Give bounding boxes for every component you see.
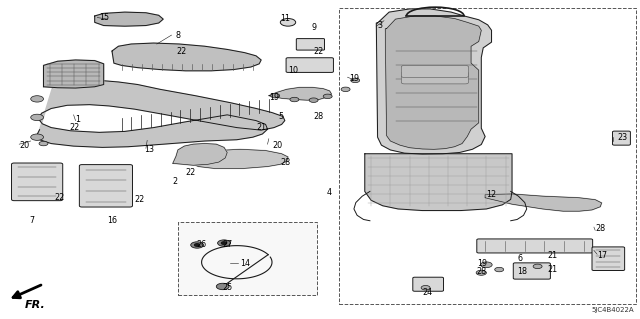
Text: 23: 23 bbox=[618, 133, 628, 142]
Text: 22: 22 bbox=[54, 193, 65, 202]
FancyBboxPatch shape bbox=[401, 65, 468, 78]
Circle shape bbox=[351, 78, 360, 83]
FancyBboxPatch shape bbox=[401, 72, 468, 84]
Text: 28: 28 bbox=[314, 112, 324, 121]
Text: 18: 18 bbox=[517, 267, 527, 276]
Text: 22: 22 bbox=[134, 195, 145, 204]
Polygon shape bbox=[44, 60, 104, 88]
FancyBboxPatch shape bbox=[477, 239, 593, 253]
Text: 19: 19 bbox=[269, 93, 279, 102]
Circle shape bbox=[341, 87, 350, 92]
Circle shape bbox=[31, 96, 44, 102]
Text: 15: 15 bbox=[99, 13, 109, 22]
Text: 12: 12 bbox=[486, 190, 497, 199]
FancyBboxPatch shape bbox=[513, 263, 550, 279]
Circle shape bbox=[195, 244, 200, 246]
Text: 20: 20 bbox=[272, 141, 282, 150]
Text: 2: 2 bbox=[173, 177, 178, 186]
Text: 19: 19 bbox=[349, 74, 359, 83]
Polygon shape bbox=[365, 154, 512, 211]
Text: 27: 27 bbox=[223, 240, 233, 249]
Text: 4: 4 bbox=[326, 189, 332, 197]
Text: 24: 24 bbox=[422, 288, 433, 297]
FancyBboxPatch shape bbox=[592, 247, 625, 271]
Text: 6: 6 bbox=[517, 254, 522, 263]
Text: FR.: FR. bbox=[24, 300, 45, 310]
Bar bbox=[339, 8, 636, 304]
Polygon shape bbox=[385, 16, 481, 149]
Text: 28: 28 bbox=[595, 224, 605, 233]
Polygon shape bbox=[37, 80, 285, 147]
Text: 8: 8 bbox=[176, 31, 181, 40]
Polygon shape bbox=[173, 144, 227, 165]
Circle shape bbox=[216, 283, 229, 290]
Circle shape bbox=[290, 97, 299, 102]
Text: 25: 25 bbox=[223, 283, 233, 292]
Circle shape bbox=[533, 264, 542, 269]
Text: 20: 20 bbox=[19, 141, 29, 150]
Polygon shape bbox=[485, 194, 602, 211]
Text: 5: 5 bbox=[278, 112, 284, 121]
Text: 1: 1 bbox=[75, 115, 80, 124]
Polygon shape bbox=[189, 149, 288, 168]
Text: 11: 11 bbox=[280, 14, 290, 23]
Circle shape bbox=[271, 93, 280, 98]
Text: 17: 17 bbox=[597, 251, 607, 260]
Text: 22: 22 bbox=[176, 47, 186, 56]
Text: 26: 26 bbox=[196, 240, 207, 249]
Polygon shape bbox=[112, 43, 261, 71]
Text: 22: 22 bbox=[314, 47, 324, 56]
Circle shape bbox=[31, 134, 44, 140]
Text: 10: 10 bbox=[288, 66, 298, 75]
Text: 13: 13 bbox=[144, 145, 154, 154]
Circle shape bbox=[218, 240, 230, 246]
FancyBboxPatch shape bbox=[413, 277, 444, 291]
Polygon shape bbox=[95, 12, 163, 26]
Circle shape bbox=[191, 242, 204, 248]
FancyBboxPatch shape bbox=[296, 39, 324, 50]
Text: 5JC4B4022A: 5JC4B4022A bbox=[591, 307, 634, 313]
Text: 21: 21 bbox=[256, 123, 266, 132]
Circle shape bbox=[421, 286, 430, 290]
Text: 21: 21 bbox=[547, 265, 557, 274]
Circle shape bbox=[495, 267, 504, 272]
Text: 7: 7 bbox=[29, 216, 35, 225]
Circle shape bbox=[481, 262, 492, 268]
Text: 22: 22 bbox=[70, 123, 80, 132]
Text: 3: 3 bbox=[378, 21, 383, 30]
FancyBboxPatch shape bbox=[12, 163, 63, 201]
FancyBboxPatch shape bbox=[612, 131, 630, 145]
Polygon shape bbox=[269, 87, 332, 100]
Circle shape bbox=[31, 114, 44, 121]
Text: 14: 14 bbox=[240, 259, 250, 268]
Circle shape bbox=[39, 141, 48, 146]
Circle shape bbox=[323, 94, 332, 99]
Text: 28: 28 bbox=[280, 158, 291, 167]
Text: 28: 28 bbox=[477, 267, 487, 276]
Circle shape bbox=[280, 19, 296, 26]
Bar bbox=[178, 222, 317, 295]
Text: 16: 16 bbox=[107, 216, 117, 225]
Circle shape bbox=[476, 270, 486, 275]
FancyBboxPatch shape bbox=[79, 165, 132, 207]
Circle shape bbox=[221, 242, 227, 244]
Text: 21: 21 bbox=[547, 251, 557, 260]
Text: 22: 22 bbox=[186, 168, 196, 177]
FancyBboxPatch shape bbox=[286, 58, 333, 72]
Polygon shape bbox=[376, 9, 492, 154]
Circle shape bbox=[309, 98, 318, 102]
Text: 9: 9 bbox=[311, 23, 316, 32]
Text: 19: 19 bbox=[477, 259, 487, 268]
